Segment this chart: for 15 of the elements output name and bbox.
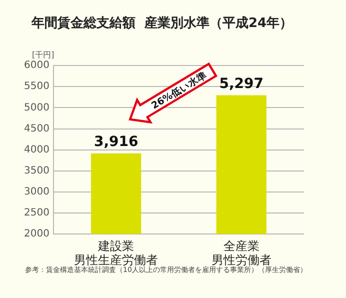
y-tick-label: 6000 [24, 60, 50, 72]
y-tick-label: 2500 [24, 208, 50, 219]
y-tick-label: 5000 [24, 102, 50, 114]
y-tick-label: 2000 [24, 228, 50, 240]
y-tick-label: 4000 [24, 144, 50, 156]
y-tick-label: 3500 [24, 165, 50, 176]
y-tick-label: 4500 [24, 123, 50, 134]
y-tick-label: 5500 [24, 81, 50, 92]
y-tick-label: 3000 [24, 186, 50, 198]
x-tick-label: 建設業男性生産労働者 [74, 239, 159, 267]
y-axis-title: [千円] [32, 50, 54, 60]
data-label: 5,297 [219, 76, 264, 92]
x-tick-label: 全産業男性労働者 [211, 239, 272, 267]
chart-title: 年間賃金総支給額 産業別水準（平成24年） [30, 15, 293, 32]
data-label: 3,916 [94, 134, 138, 150]
